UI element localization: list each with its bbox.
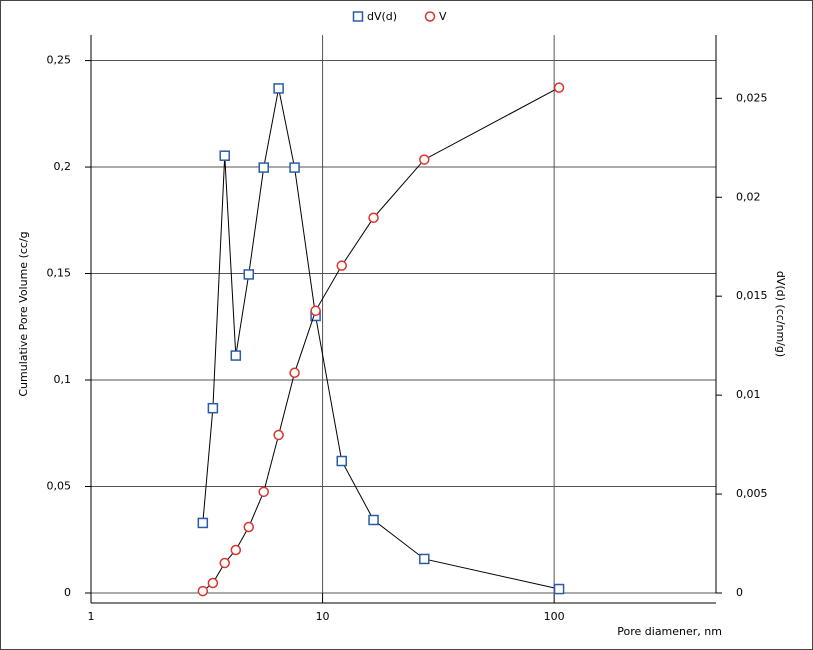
marker: [197, 517, 209, 529]
x-axis-label: Pore diamener, nm: [617, 625, 722, 638]
y-tick-label: 0,1: [54, 373, 72, 386]
legend-marker: [424, 11, 436, 22]
marker: [336, 260, 347, 271]
x-tick-label: 1: [88, 610, 95, 623]
marker: [289, 367, 300, 379]
y-axis-label: Cumulative Pore Volume (cc/g: [17, 231, 30, 396]
marker: [368, 212, 379, 223]
marker: [219, 557, 230, 569]
marker: [258, 486, 269, 498]
y-tick-label: 0,15: [47, 267, 72, 280]
y2-tick-label: 0,01: [736, 388, 761, 401]
y2-tick-label: 0,025: [736, 91, 768, 104]
marker: [419, 553, 430, 565]
marker: [273, 429, 284, 441]
y-tick-label: 0: [64, 586, 71, 599]
marker: [219, 150, 230, 161]
marker: [553, 583, 565, 595]
y-tick-label: 0,2: [54, 160, 72, 173]
marker: [553, 82, 565, 93]
y-tick-label: 0,05: [47, 480, 72, 493]
marker: [310, 305, 321, 317]
y2-tick-label: 0,015: [736, 289, 768, 302]
marker: [368, 514, 379, 526]
marker: [207, 577, 219, 589]
legend-label: dV(d): [367, 10, 397, 23]
marker: [243, 521, 255, 533]
marker: [230, 544, 242, 556]
y2-tick-label: 0,02: [736, 190, 761, 203]
marker: [197, 585, 209, 597]
y2-axis-label: dV(d) (cc/nm/g): [774, 271, 787, 357]
marker: [336, 455, 347, 467]
marker: [419, 154, 430, 165]
x-tick-label: 10: [316, 610, 330, 623]
marker: [258, 162, 269, 173]
marker: [273, 83, 284, 94]
y-tick-label: 0,25: [47, 54, 72, 67]
marker: [289, 162, 300, 173]
legend-label: V: [439, 10, 447, 23]
marker: [230, 350, 242, 361]
marker: [243, 269, 255, 280]
y2-tick-label: 0,005: [736, 487, 768, 500]
x-tick-label: 100: [544, 610, 565, 623]
legend-marker: [352, 11, 364, 22]
y2-tick-label: 0: [736, 586, 743, 599]
marker: [207, 402, 219, 414]
